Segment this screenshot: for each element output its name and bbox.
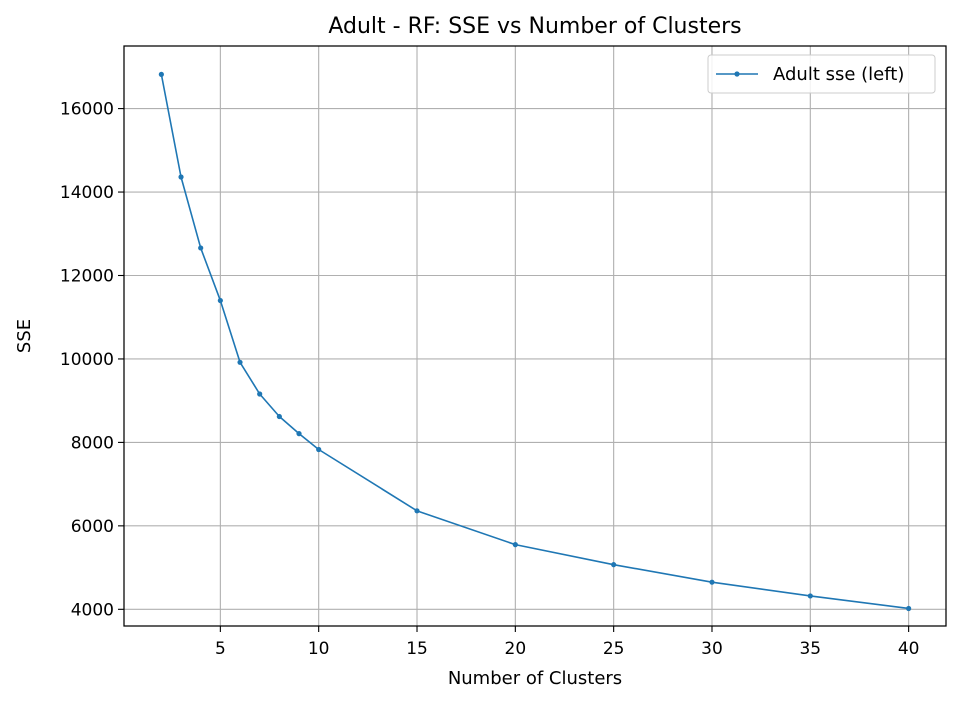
y-tick-label: 12000	[60, 266, 114, 286]
legend-label: Adult sse (left)	[773, 64, 904, 85]
x-axis-label: Number of Clusters	[448, 668, 622, 689]
data-point	[807, 593, 813, 599]
data-point	[906, 605, 912, 612]
data-point	[217, 297, 223, 304]
x-tick-label: 40	[898, 639, 920, 659]
data-point	[198, 245, 204, 251]
y-tick-label: 14000	[60, 183, 114, 203]
data-point	[611, 562, 617, 568]
axis-ticks: 5 10 15 20 25 30 35 40 4000 6000 8000 10000 12000 140…	[60, 100, 920, 659]
legend-box	[707, 54, 936, 94]
x-tick-label: 20	[505, 639, 527, 659]
grid-lines	[124, 46, 946, 626]
legend-marker-swatch	[734, 71, 740, 77]
y-tick-label: 6000	[71, 517, 114, 537]
data-point	[709, 579, 715, 585]
y-tick-label: 10000	[60, 350, 114, 370]
data-point	[178, 174, 184, 180]
data-point	[276, 413, 282, 420]
data-point	[257, 391, 263, 397]
data-point	[296, 431, 302, 437]
data-point	[512, 542, 518, 548]
data-point	[414, 508, 420, 514]
x-tick-label: 30	[701, 639, 723, 659]
chart-title: Adult - RF: SSE vs Number of Clusters	[328, 14, 741, 39]
data-point	[158, 71, 164, 77]
legend: Adult sse (left)	[707, 54, 936, 94]
x-tick-label: 10	[308, 639, 330, 659]
plot-frame	[123, 45, 947, 627]
y-axis-label: SSE	[14, 319, 35, 353]
x-tick-label: 35	[799, 639, 821, 659]
data-point	[316, 446, 322, 453]
y-tick-label: 8000	[71, 433, 114, 453]
series-layer	[158, 71, 912, 612]
x-tick-label: 15	[406, 639, 428, 659]
y-tick-label: 4000	[71, 600, 114, 620]
y-tick-label: 16000	[60, 100, 114, 120]
x-tick-label: 5	[215, 639, 226, 659]
data-point	[237, 359, 243, 365]
x-tick-label: 25	[603, 639, 625, 659]
